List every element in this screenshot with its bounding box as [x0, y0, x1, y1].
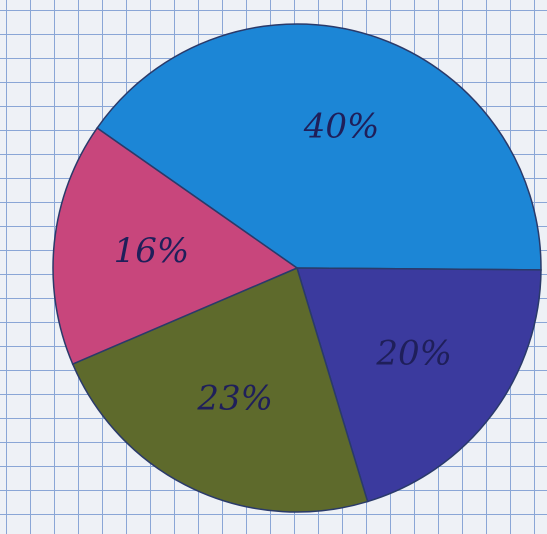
- page: 40%20%23%16% (() => { const data = JSON.…: [0, 0, 547, 534]
- chart: 40% 20% 23% 16%: [0, 0, 547, 534]
- slice-label: 16%: [114, 231, 190, 271]
- slice-label: 40%: [303, 107, 380, 147]
- slice-label: 23%: [196, 379, 273, 419]
- slice-label: 20%: [375, 334, 452, 374]
